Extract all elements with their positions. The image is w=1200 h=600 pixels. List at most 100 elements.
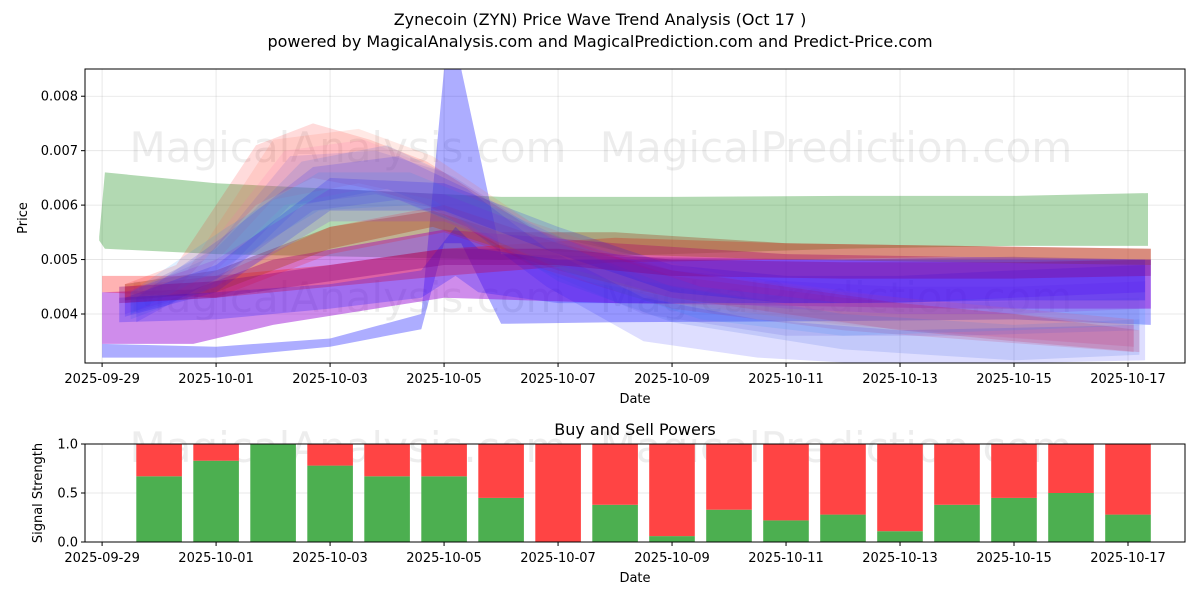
signal-x-tick-label: 2025-10-05 xyxy=(406,551,482,566)
buy-bar xyxy=(763,520,809,542)
sell-bar xyxy=(592,444,638,505)
sell-bar xyxy=(136,444,182,477)
price-x-tick-label: 2025-10-05 xyxy=(406,372,482,387)
price-x-tick-label: 2025-10-03 xyxy=(292,372,368,387)
buy-bar xyxy=(478,497,524,542)
watermark: MagicalAnalysis.com xyxy=(130,273,567,322)
price-wave-band-12 xyxy=(130,172,1146,336)
price-bands xyxy=(99,69,1151,363)
price-y-tick-label: 0.005 xyxy=(41,253,78,268)
sell-bar xyxy=(1105,444,1151,515)
price-x-axis-label: Date xyxy=(619,392,650,407)
price-wave-band-7 xyxy=(130,139,1134,347)
sell-bar xyxy=(877,444,923,532)
price-wave-band-9 xyxy=(130,150,1140,336)
figure-title: Zynecoin (ZYN) Price Wave Trend Analysis… xyxy=(394,10,807,29)
signal-x-tick-label: 2025-10-03 xyxy=(292,551,368,566)
buy-bar xyxy=(193,460,239,542)
watermark: MagicalPrediction.com xyxy=(600,123,1073,172)
sell-bar xyxy=(763,444,809,521)
sell-bar xyxy=(649,444,695,537)
buy-bar xyxy=(421,476,467,542)
buy-bar xyxy=(1048,493,1094,542)
price-wave-band-4 xyxy=(124,210,1151,301)
buy-bar xyxy=(649,536,695,542)
buy-bar xyxy=(136,476,182,542)
price-wave-band-8 xyxy=(124,205,1140,353)
signal-y-axis: 0.0 0.5 1.0 xyxy=(57,438,85,551)
signal-x-tick-label: 2025-09-29 xyxy=(64,551,140,566)
buy-bar xyxy=(877,531,923,542)
price-x-tick-label: 2025-10-09 xyxy=(634,372,710,387)
buy-bar xyxy=(706,509,752,542)
price-x-tick-label: 2025-10-13 xyxy=(862,372,938,387)
watermark: MagicalPrediction.com xyxy=(600,273,1073,322)
sell-bar xyxy=(307,444,353,466)
price-plot-area: MagicalAnalysis.com MagicalPrediction.co… xyxy=(41,68,1186,387)
signal-y-tick-label: 1.0 xyxy=(57,438,78,453)
signal-x-tick-label: 2025-10-13 xyxy=(862,551,938,566)
buy-bar xyxy=(364,476,410,542)
signal-y-tick-label: 0.5 xyxy=(57,487,78,502)
buy-bar xyxy=(592,504,638,542)
price-x-tick-label: 2025-10-17 xyxy=(1090,372,1166,387)
signal-x-tick-label: 2025-10-07 xyxy=(520,551,596,566)
price-y-tick-label: 0.006 xyxy=(41,199,78,214)
buy-bar xyxy=(934,504,980,542)
signal-x-tick-label: 2025-10-09 xyxy=(634,551,710,566)
signal-x-tick-label: 2025-10-15 xyxy=(976,551,1052,566)
price-grid xyxy=(85,69,1185,363)
sell-bar xyxy=(991,444,1037,498)
buy-bar xyxy=(820,514,866,542)
price-y-axis: 0.004 0.005 0.006 0.007 0.008 xyxy=(41,90,85,323)
price-wave-band-16 xyxy=(119,248,1151,304)
sell-bar xyxy=(478,444,524,498)
buy-bar xyxy=(1105,514,1151,542)
sell-bar xyxy=(193,444,239,461)
signal-x-tick-label: 2025-10-01 xyxy=(178,551,254,566)
price-wave-band-2 xyxy=(102,229,1151,344)
sell-bar xyxy=(706,444,752,510)
price-plot-frame xyxy=(84,68,1186,364)
figure-subtitle: powered by MagicalAnalysis.com and Magic… xyxy=(267,32,932,51)
signal-x-axis: 2025-09-29 2025-10-01 2025-10-03 2025-10-05… xyxy=(64,542,1166,566)
sell-bar xyxy=(820,444,866,515)
price-y-tick-label: 0.008 xyxy=(41,90,78,105)
sell-bar xyxy=(934,444,980,505)
signal-chart-title: Buy and Sell Powers xyxy=(554,420,716,439)
price-x-tick-label: 2025-10-07 xyxy=(520,372,596,387)
signal-x-axis-label: Date xyxy=(619,571,650,586)
price-x-tick-label: 2025-10-11 xyxy=(748,372,824,387)
signal-bars xyxy=(136,444,1151,542)
price-wave-band-14 xyxy=(124,177,1146,317)
sell-bar xyxy=(1048,444,1094,493)
price-wave-band-6 xyxy=(124,128,1134,347)
signal-y-tick-label: 0.0 xyxy=(57,536,78,551)
price-wave-band-3 xyxy=(102,237,1151,298)
price-wave-band-1 xyxy=(102,69,1151,358)
price-y-tick-label: 0.004 xyxy=(41,308,78,323)
price-x-tick-label: 2025-10-15 xyxy=(976,372,1052,387)
price-x-axis: 2025-09-29 2025-10-01 2025-10-03 2025-10-05… xyxy=(64,363,1166,387)
price-wave-band-10 xyxy=(130,145,1140,361)
buy-bar xyxy=(307,465,353,542)
signal-y-axis-label: Signal Strength xyxy=(31,443,46,543)
price-wave-band-15 xyxy=(119,226,1146,323)
price-wave-band-11 xyxy=(136,156,1146,363)
price-y-tick-label: 0.007 xyxy=(41,144,78,159)
price-plot-background xyxy=(85,69,1185,363)
buy-bar xyxy=(250,444,296,542)
sell-bar xyxy=(364,444,410,477)
price-wave-band-5 xyxy=(124,123,1134,353)
price-x-tick-label: 2025-09-29 xyxy=(64,372,140,387)
buy-bar xyxy=(991,497,1037,542)
sell-bar xyxy=(535,444,581,542)
watermark: MagicalAnalysis.com xyxy=(130,123,567,172)
sell-bar xyxy=(421,444,467,477)
price-x-tick-label: 2025-10-01 xyxy=(178,372,254,387)
signal-x-tick-label: 2025-10-17 xyxy=(1090,551,1166,566)
price-wave-band-0 xyxy=(99,172,1149,260)
price-wave-band-13 xyxy=(124,188,1146,314)
